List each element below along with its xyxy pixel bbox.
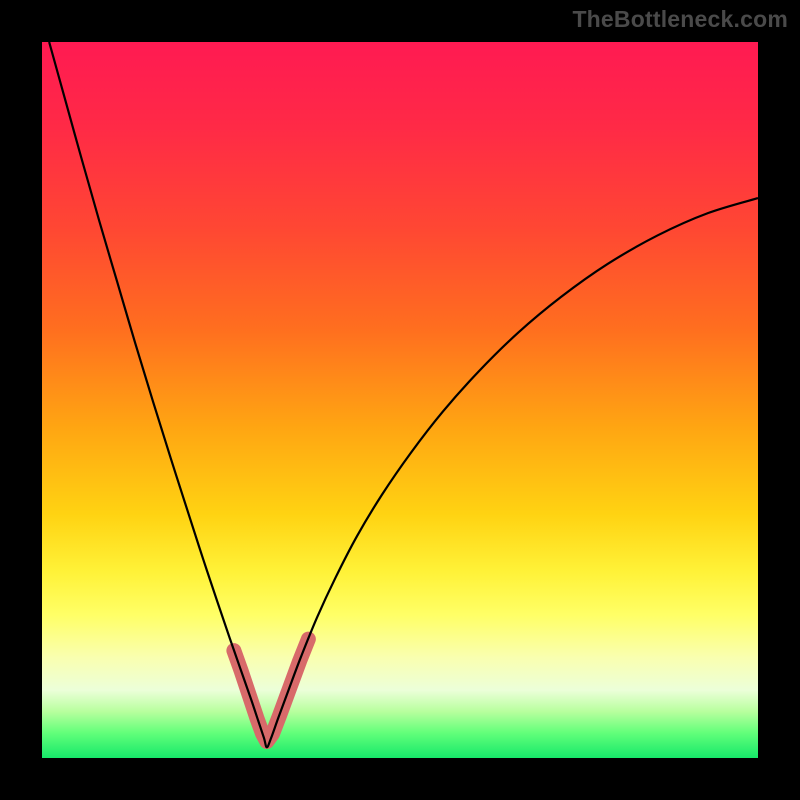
watermark-text: TheBottleneck.com <box>572 6 788 33</box>
chart-container: TheBottleneck.com <box>0 0 800 800</box>
plot-background-gradient <box>42 42 758 758</box>
bottleneck-curve-chart <box>0 0 800 800</box>
